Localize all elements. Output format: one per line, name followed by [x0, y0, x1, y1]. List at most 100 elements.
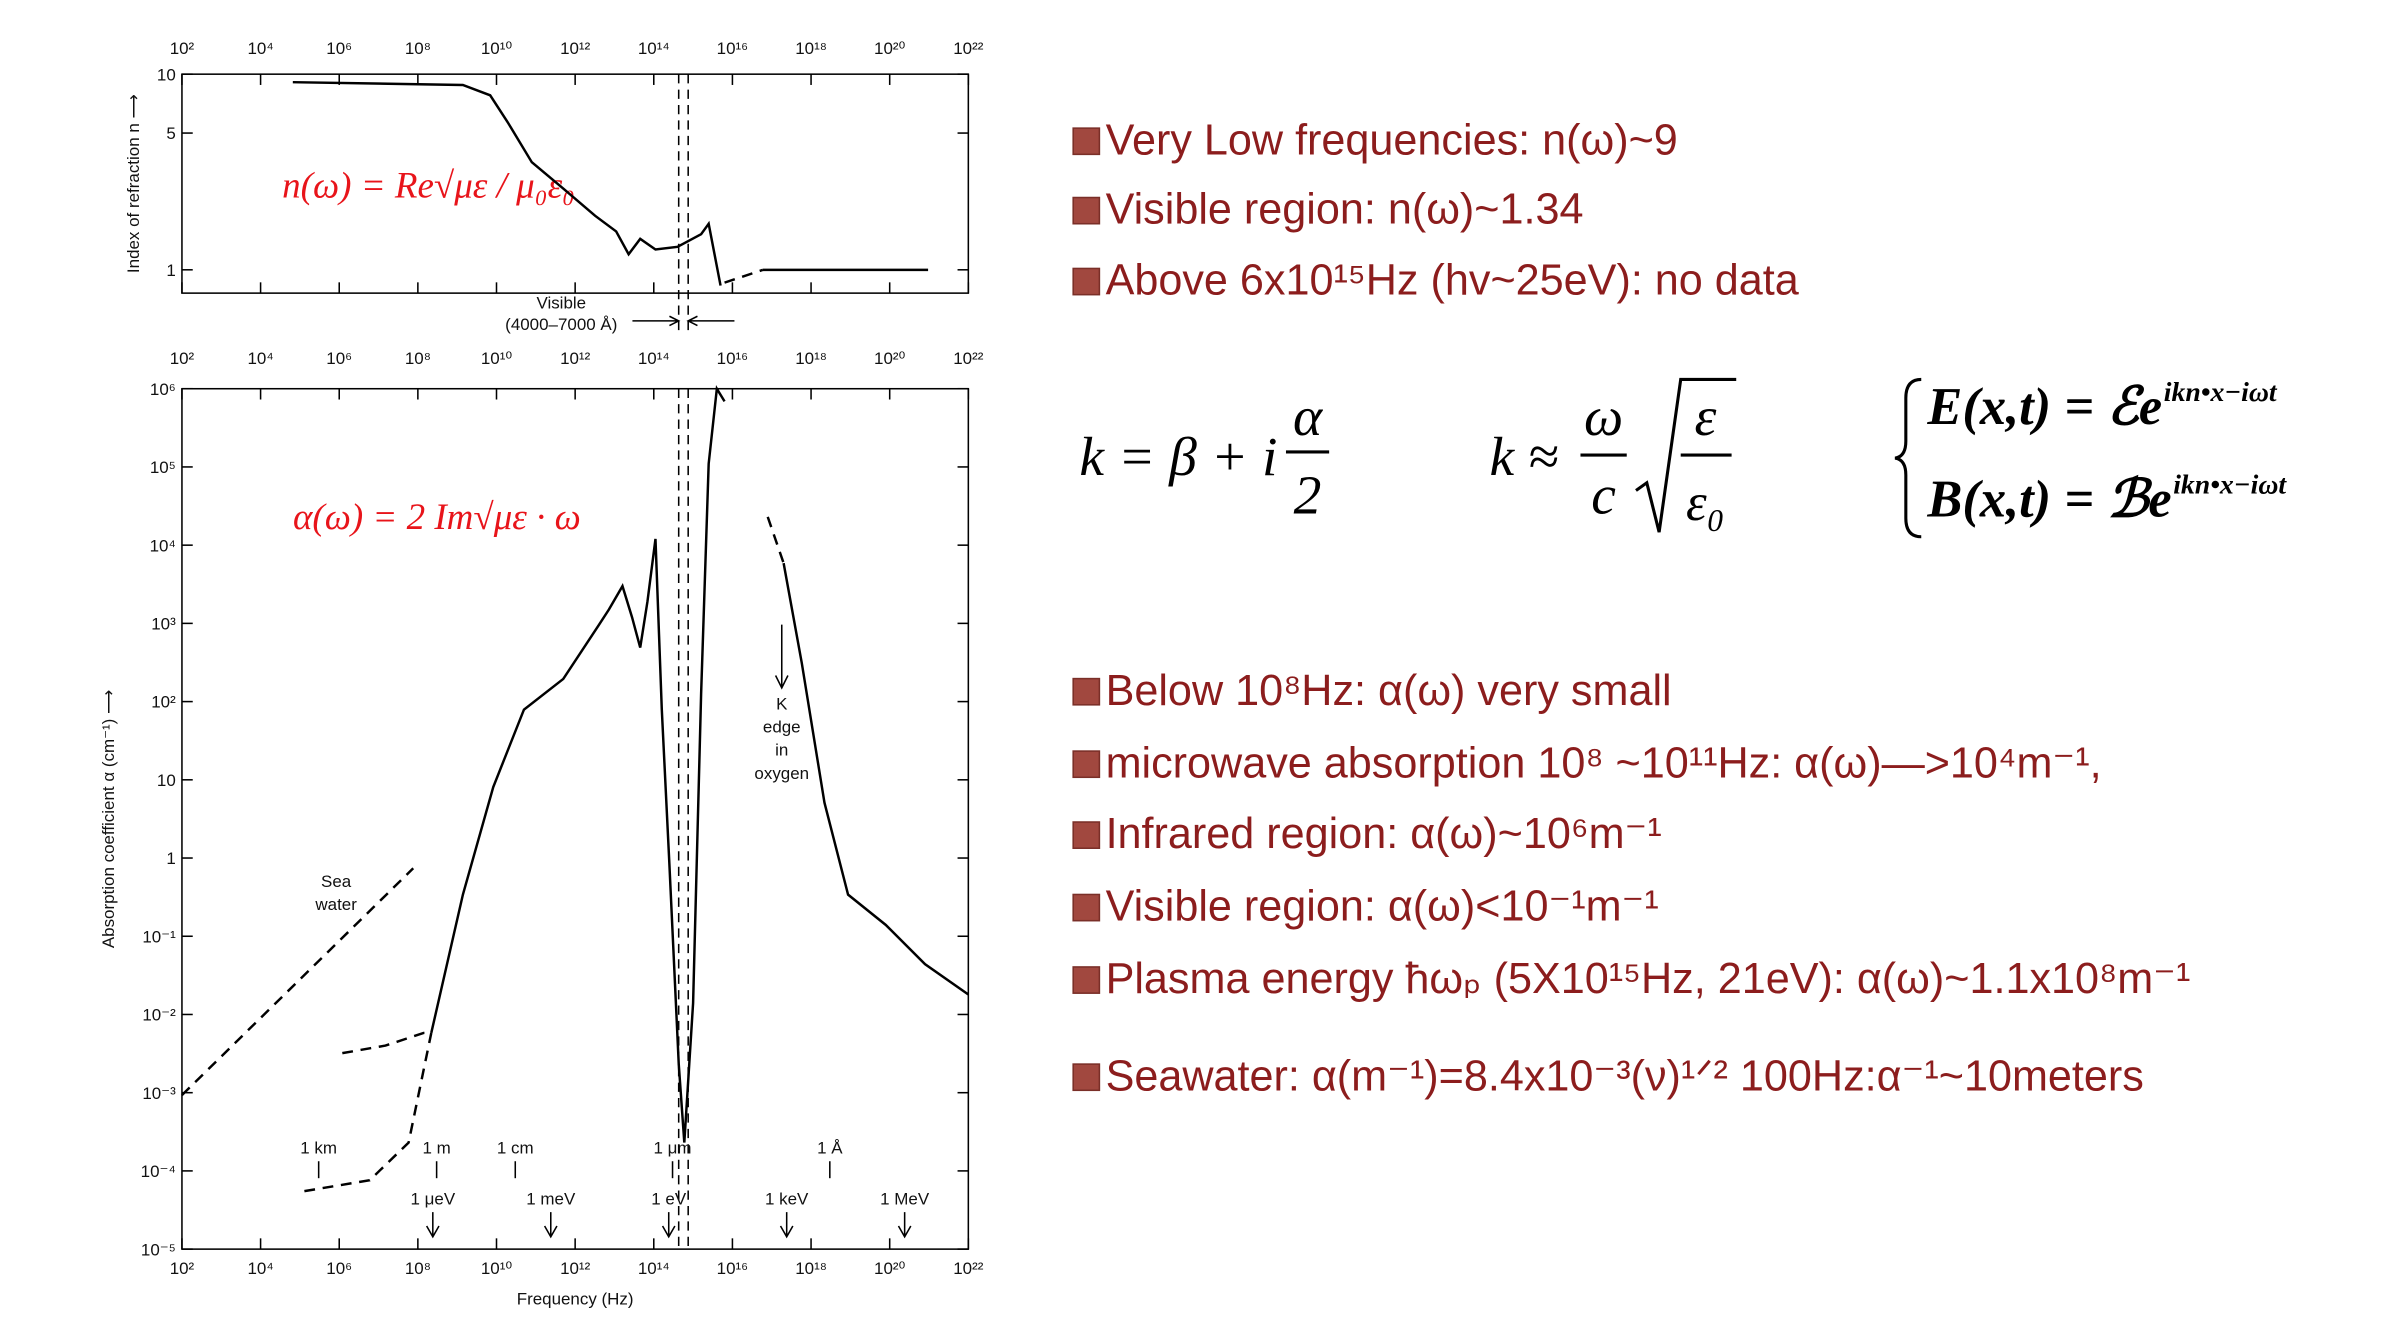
formula-text: c: [1591, 466, 1616, 527]
energy-arrow: [543, 1212, 558, 1239]
y-axis-label: Index of refraction n ⟶: [124, 94, 143, 273]
wavelength-label: 1 Å: [817, 1139, 843, 1158]
x-tick-label: 10⁸: [405, 349, 431, 368]
bullet-text: Above 6x10¹⁵Hz (hv~25eV): no data: [1106, 257, 1799, 305]
x-tick-label: 10²⁰: [874, 39, 906, 58]
data-line: [342, 1031, 432, 1055]
x-tick-label: 10¹⁰: [481, 39, 513, 58]
k-edge-arrow: [774, 624, 789, 690]
y-tick-label: 10⁻⁴: [141, 1162, 176, 1181]
x-tick-label: 10⁶: [326, 39, 352, 58]
x-tick-label: 10⁴: [248, 1259, 274, 1278]
x-tick-label: 10¹⁴: [638, 39, 670, 58]
x-tick-label: 10⁴: [248, 349, 274, 368]
bullet-text: microwave absorption 10⁸ ~10¹¹Hz: α(ω)—>…: [1106, 739, 2102, 787]
k-edge-label: K: [776, 694, 788, 713]
x-tick-label: 10⁶: [326, 349, 352, 368]
formula-text: E(x,t) = ℰe: [1926, 378, 2162, 436]
bullet-text: Infrared region: α(ω)~10⁶m⁻¹: [1106, 810, 1662, 858]
formula-text: ω: [1584, 387, 1623, 448]
y-tick-label: 10⁵: [150, 458, 176, 477]
energy-arrow: [661, 1212, 676, 1239]
formula-text: ε₀: [1686, 474, 1725, 532]
energy-arrow: [779, 1212, 794, 1239]
x-tick-label: 10⁴: [248, 39, 274, 58]
formula-text: α: [1293, 387, 1324, 448]
slide-text: Very Low frequencies: n(ω)~9 Visible regi…: [1072, 116, 2287, 1100]
x-tick-label: 10²⁰: [874, 349, 906, 368]
x-tick-label: 10²: [170, 39, 195, 58]
x-tick-label: 10¹²: [560, 349, 591, 368]
x-tick-label: 10²: [170, 1259, 195, 1278]
x-tick-label: 10²²: [953, 349, 984, 368]
y-tick-label: 10: [157, 771, 176, 790]
y-tick-label: 10⁻¹: [142, 927, 176, 946]
data-line: [724, 268, 764, 284]
bullet-square: [1072, 1063, 1101, 1092]
energy-arrow: [897, 1212, 912, 1239]
bullet-text: Visible region: α(ω)<10⁻¹m⁻¹: [1106, 883, 1659, 931]
charts: 10² 10⁴ 10⁶ 10⁸ 10¹⁰ 10¹² 10¹⁴ 10¹⁶ 10¹⁸ 10²⁰ 10²²…: [99, 39, 984, 1309]
bullet-text: Below 10⁸Hz: α(ω) very small: [1106, 667, 1672, 715]
x-tick-label: 10⁸: [405, 1259, 431, 1278]
bullet-square: [1072, 966, 1101, 994]
x-tick-label: 10¹⁸: [795, 1259, 827, 1278]
x-tick-label: 10¹⁶: [717, 39, 748, 58]
y-axis-label: Absorption coefficient α (cm⁻¹) ⟶: [99, 690, 118, 949]
bullet-square: [1072, 196, 1101, 225]
y-tick-label: 10⁴: [150, 536, 176, 555]
x-tick-label: 10²²: [953, 39, 984, 58]
formula-text: B(x,t) = ℬe: [1926, 471, 2171, 529]
y-tick-label: 10⁻⁵: [141, 1240, 176, 1259]
energy-arrow: [425, 1212, 440, 1239]
energy-label: 1 MeV: [880, 1189, 930, 1208]
k-edge-label: in: [775, 741, 788, 760]
y-tick-label: 10³: [151, 615, 176, 634]
wavelength-label: 1 μm: [654, 1139, 692, 1158]
y-tick-label: 10⁻³: [142, 1084, 176, 1103]
formula-text: ε: [1694, 387, 1716, 448]
k-edge-label: oxygen: [754, 764, 809, 783]
energy-label: 1 meV: [526, 1189, 576, 1208]
radical-sign: [1635, 377, 1737, 533]
x-tick-label: 10⁸: [405, 39, 431, 58]
formula-exponent: ikn•x−iωt: [2164, 377, 2278, 408]
bullet-text: Plasma energy ħωₚ (5X10¹⁵Hz, 21eV): α(ω)…: [1106, 955, 2191, 1003]
bullet-square: [1072, 677, 1101, 706]
wavelength-label: 1 cm: [497, 1139, 534, 1158]
x-tick-label: 10⁶: [326, 1259, 352, 1278]
energy-label: 1 μeV: [410, 1189, 455, 1208]
data-line: [292, 80, 929, 286]
chart-formula: n(ω) = Re√με / μ₀ε₀: [282, 166, 575, 207]
y-tick-label: 1: [166, 849, 175, 868]
energy-label: 1 eV: [651, 1189, 687, 1208]
formula-exponent: ikn•x−iωt: [2173, 470, 2287, 501]
formula-text: k = β + i: [1079, 427, 1277, 488]
bullet-text: Seawater: α(m⁻¹)=8.4x10⁻³(ν)¹ᐟ² 100Hz:α⁻…: [1106, 1052, 2144, 1100]
visible-label: Visible: [536, 294, 586, 313]
wavelength-label: 1 m: [422, 1139, 450, 1158]
energy-label: 1 keV: [765, 1189, 809, 1208]
chart-formula: α(ω) = 2 Im√με · ω: [293, 497, 581, 538]
bullet-square: [1072, 267, 1101, 296]
bullet-square: [1072, 750, 1101, 779]
x-tick-label: 10¹⁶: [717, 1259, 748, 1278]
visible-arrow: [632, 315, 735, 327]
visible-label: (4000–7000 Å): [505, 315, 617, 334]
y-tick-label: 10⁶: [150, 380, 176, 399]
k-edge-label: edge: [763, 718, 801, 737]
x-tick-label: 10¹⁸: [795, 39, 827, 58]
x-tick-label: 10¹⁶: [717, 349, 748, 368]
formula-text: 2: [1294, 466, 1322, 527]
x-tick-label: 10¹²: [560, 39, 591, 58]
formula-text: k ≈: [1490, 427, 1559, 488]
data-line: [766, 516, 785, 564]
x-tick-label: 10¹⁴: [638, 1259, 670, 1278]
bullet-square: [1072, 893, 1101, 922]
sea-label: water: [314, 895, 357, 914]
data-line: [304, 1032, 433, 1193]
x-tick-label: 10¹²: [560, 1259, 591, 1278]
data-line: [782, 562, 970, 996]
x-tick-label: 10¹⁰: [481, 1259, 513, 1278]
